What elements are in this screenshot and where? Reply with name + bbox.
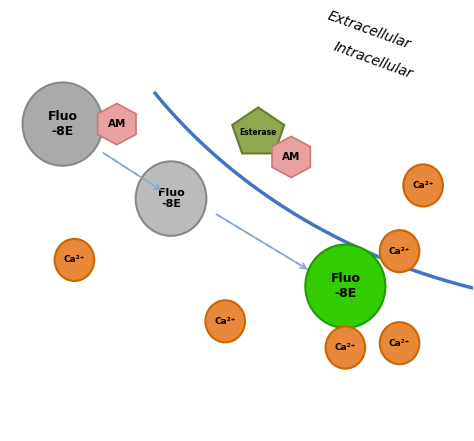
Text: AM: AM [282, 152, 301, 162]
Text: Esterase: Esterase [239, 128, 277, 137]
Ellipse shape [305, 245, 385, 328]
Text: Ca²⁺: Ca²⁺ [412, 181, 434, 190]
Text: Ca²⁺: Ca²⁺ [389, 247, 410, 256]
Ellipse shape [380, 322, 419, 364]
Polygon shape [232, 108, 284, 153]
Text: Ca²⁺: Ca²⁺ [389, 339, 410, 348]
Polygon shape [98, 104, 136, 145]
Polygon shape [272, 136, 310, 178]
Text: Ca²⁺: Ca²⁺ [64, 255, 85, 265]
Text: AM: AM [108, 119, 126, 129]
Ellipse shape [23, 82, 103, 166]
Text: Fluo
-8E: Fluo -8E [158, 188, 184, 209]
Ellipse shape [380, 230, 419, 272]
Text: Fluo
-8E: Fluo -8E [330, 272, 360, 300]
Text: Ca²⁺: Ca²⁺ [335, 343, 356, 352]
Text: Extracellular: Extracellular [326, 8, 412, 52]
Text: Ca²⁺: Ca²⁺ [215, 317, 236, 326]
Ellipse shape [403, 164, 443, 206]
Ellipse shape [55, 239, 94, 281]
Ellipse shape [326, 326, 365, 369]
Text: Intracellular: Intracellular [332, 40, 415, 82]
Text: Fluo
-8E: Fluo -8E [48, 110, 78, 138]
Ellipse shape [136, 161, 206, 236]
Ellipse shape [205, 300, 245, 342]
